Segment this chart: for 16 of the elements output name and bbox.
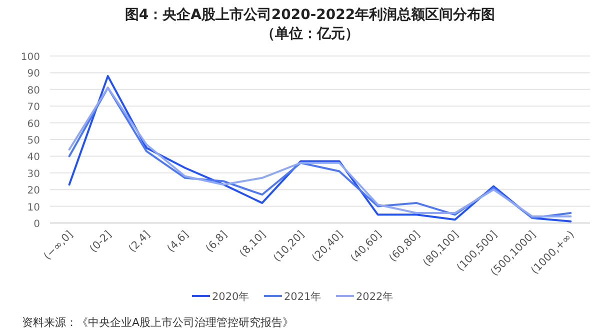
y-tick-label: 100: [20, 52, 40, 63]
y-tick-label: 80: [27, 85, 40, 96]
y-tick-label: 70: [27, 102, 40, 114]
y-tick-label: 40: [27, 152, 40, 164]
legend-label: 2021年: [284, 291, 322, 303]
legend-label: 2020年: [212, 291, 250, 303]
y-tick-label: 60: [27, 118, 40, 130]
chart-title: 图4：央企A股上市公司2020-2022年利润总额区间分布图（单位：亿元）: [124, 6, 496, 44]
text: 资料来源：《中央企业A股上市公司治理管控研究报告》: [22, 316, 294, 329]
y-tick-label: 50: [27, 136, 40, 146]
legend-label: 2022年: [356, 291, 394, 303]
y-tick-label: 10: [27, 202, 40, 214]
y-tick-label: 20: [27, 186, 40, 197]
y-tick-label: 30: [27, 168, 40, 180]
y-tick-label: 0: [34, 219, 40, 230]
y-tick-label: 90: [27, 68, 40, 80]
